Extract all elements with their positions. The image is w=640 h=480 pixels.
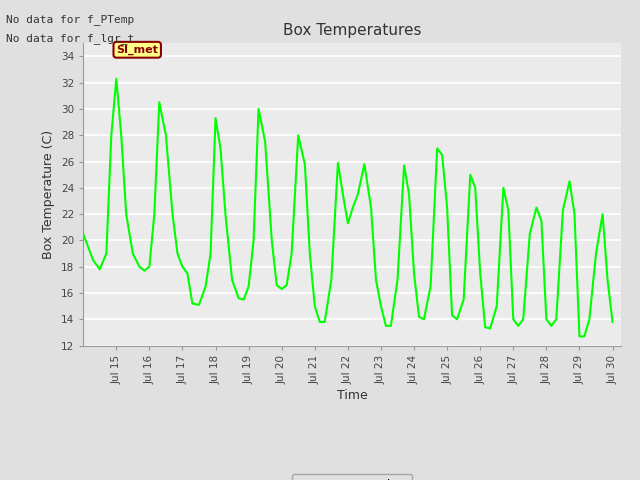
Text: No data for f_lgr_t: No data for f_lgr_t (6, 33, 134, 44)
Text: No data for f_PTemp: No data for f_PTemp (6, 13, 134, 24)
Legend: Tower Air T: Tower Air T (292, 474, 412, 480)
X-axis label: Time: Time (337, 389, 367, 402)
Y-axis label: Box Temperature (C): Box Temperature (C) (42, 130, 56, 259)
Text: SI_met: SI_met (116, 45, 158, 55)
Title: Box Temperatures: Box Temperatures (283, 23, 421, 38)
